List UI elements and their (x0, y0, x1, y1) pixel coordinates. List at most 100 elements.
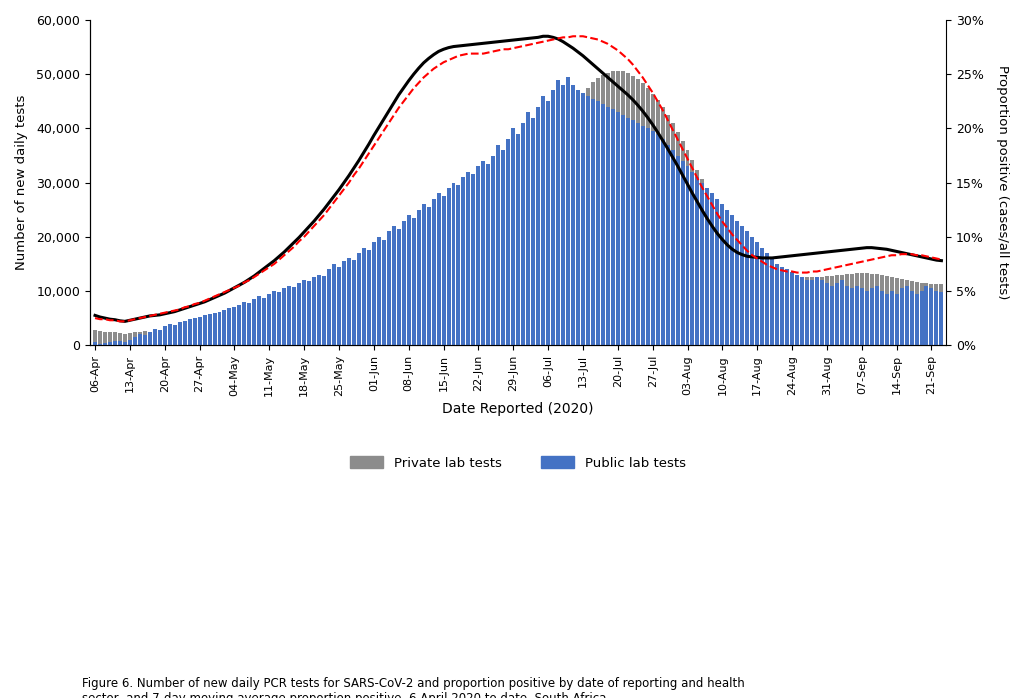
Bar (611, 71, 614, 346)
Bar (471, 234, 475, 346)
Bar (601, 104, 605, 346)
Bar (895, 278, 899, 346)
Bar (98, 343, 102, 346)
Bar (914, 282, 919, 346)
Bar (198, 328, 202, 346)
Bar (292, 287, 296, 346)
Bar (257, 297, 261, 346)
Bar (217, 326, 221, 346)
Bar (596, 101, 600, 346)
Bar (676, 132, 680, 346)
Bar (791, 272, 794, 346)
Bar (387, 231, 391, 346)
Bar (935, 291, 938, 346)
Bar (825, 276, 828, 346)
Bar (302, 280, 306, 346)
Bar (800, 277, 804, 346)
Bar (103, 332, 106, 346)
Bar (307, 313, 311, 346)
Bar (138, 334, 142, 346)
Bar (392, 226, 395, 346)
Bar (163, 332, 167, 346)
Bar (810, 277, 814, 346)
Bar (725, 209, 729, 346)
Bar (526, 112, 530, 346)
Bar (885, 276, 889, 346)
Bar (222, 326, 226, 346)
Bar (427, 267, 431, 346)
Bar (93, 330, 97, 346)
Bar (646, 88, 649, 346)
Bar (671, 123, 675, 346)
Bar (248, 323, 251, 346)
Bar (93, 343, 97, 346)
Bar (178, 322, 181, 346)
Bar (611, 110, 614, 346)
Bar (920, 283, 924, 346)
Bar (262, 321, 266, 346)
Bar (537, 107, 540, 346)
Bar (690, 160, 694, 346)
Bar (775, 273, 779, 346)
Bar (252, 322, 256, 346)
Bar (123, 334, 127, 346)
Bar (168, 331, 172, 346)
Bar (361, 248, 366, 346)
Bar (396, 229, 400, 346)
Bar (476, 166, 480, 346)
Bar (650, 131, 654, 346)
Bar (407, 277, 411, 346)
Bar (436, 260, 440, 346)
Bar (431, 199, 435, 346)
Bar (681, 161, 684, 346)
Bar (586, 88, 590, 346)
Bar (142, 336, 146, 346)
Bar (173, 331, 177, 346)
Bar (342, 261, 346, 346)
Bar (272, 291, 276, 346)
Bar (551, 137, 555, 346)
Bar (283, 288, 287, 346)
Bar (506, 139, 510, 346)
Bar (262, 297, 266, 346)
Bar (283, 318, 287, 346)
Bar (855, 285, 859, 346)
Bar (800, 277, 804, 346)
Bar (492, 156, 496, 346)
Bar (113, 341, 117, 346)
Bar (377, 292, 381, 346)
Bar (631, 120, 635, 346)
Bar (725, 224, 729, 346)
Bar (182, 321, 186, 346)
Bar (297, 283, 301, 346)
Bar (462, 242, 466, 346)
Bar (178, 330, 181, 346)
Bar (492, 214, 496, 346)
Bar (342, 303, 346, 346)
Bar (591, 82, 595, 346)
Bar (531, 166, 536, 346)
Bar (238, 324, 242, 346)
Bar (357, 299, 360, 346)
Bar (222, 310, 226, 346)
Bar (103, 343, 106, 346)
Bar (462, 177, 466, 346)
Bar (278, 292, 282, 346)
Bar (860, 288, 864, 346)
Bar (352, 260, 356, 346)
Bar (382, 239, 386, 346)
Bar (785, 269, 790, 346)
Bar (939, 292, 943, 346)
Bar (745, 251, 750, 346)
Bar (561, 85, 565, 346)
Bar (407, 215, 411, 346)
Bar (502, 203, 505, 346)
Bar (621, 71, 625, 346)
Bar (655, 134, 659, 346)
Bar (829, 276, 834, 346)
Bar (835, 283, 839, 346)
Bar (158, 333, 162, 346)
Bar (193, 318, 197, 346)
Bar (511, 192, 515, 346)
Bar (575, 91, 580, 346)
